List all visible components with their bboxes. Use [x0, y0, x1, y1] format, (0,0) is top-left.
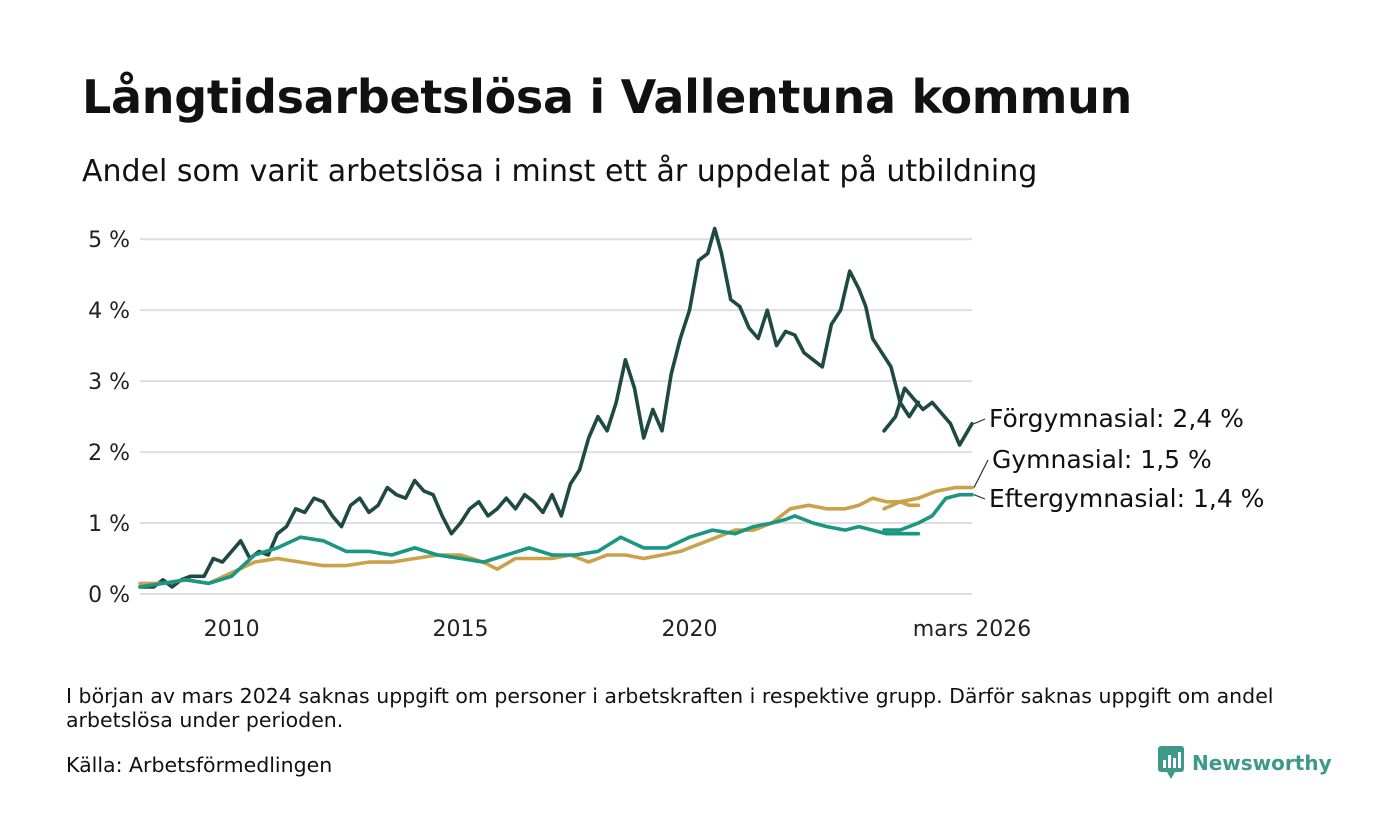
y-tick-label: 0 %: [88, 583, 130, 608]
series-lines: [138, 226, 974, 589]
end-label-connector: [973, 494, 986, 500]
footnote: I början av mars 2024 saknas uppgift om …: [66, 684, 1274, 732]
x-tick-label: 2015: [433, 617, 489, 642]
source-note: Källa: Arbetsförmedlingen: [66, 753, 333, 777]
end-labels: Förgymnasial: 2,4 % Gymnasial: 1,5 % Efter…: [973, 404, 1264, 513]
x-tick-label: 2020: [661, 617, 717, 642]
y-tick-label: 4 %: [88, 299, 130, 324]
series-line-gymnasial-after-gap: [882, 485, 974, 511]
chart-subtitle: Andel som varit arbetslösa i minst ett å…: [82, 154, 1038, 189]
end-label-connector: [973, 418, 986, 425]
x-axis-ticks: 2010 2015 2020 mars 2026: [204, 617, 1032, 642]
newsworthy-logo-icon: [1158, 746, 1184, 779]
end-label-förgymnasial: Förgymnasial: 2,4 %: [989, 404, 1244, 433]
series-line-förgymnasial-after-gap: [882, 386, 974, 447]
chart-title: Långtidsarbetslösa i Vallentuna kommun: [82, 70, 1132, 124]
y-tick-label: 3 %: [88, 370, 130, 395]
y-axis-ticks: 0 % 1 % 2 % 3 % 4 % 5 %: [88, 228, 130, 608]
brand-name: Newsworthy: [1192, 751, 1332, 775]
y-tick-label: 5 %: [88, 228, 130, 253]
series-line-eftergymnasial-before-gap: [138, 514, 921, 589]
gridlines: [140, 238, 972, 595]
end-label-connector: [973, 459, 989, 488]
newsworthy-brand[interactable]: Newsworthy: [1158, 746, 1332, 780]
series-line-eftergymnasial-after-gap: [882, 492, 974, 532]
end-label-gymnasial: Gymnasial: 1,5 %: [992, 445, 1212, 474]
x-tick-label: 2010: [204, 617, 260, 642]
end-label-eftergymnasial: Eftergymnasial: 1,4 %: [989, 484, 1264, 513]
series-line-förgymnasial-before-gap: [138, 226, 921, 589]
line-chart: 0 % 1 % 2 % 3 % 4 % 5 % 2010 2015 2020 mars 2026…: [88, 226, 1264, 642]
x-tick-label: mars 2026: [913, 617, 1031, 642]
y-tick-label: 2 %: [88, 441, 130, 466]
series-line-gymnasial-before-gap: [138, 496, 921, 586]
y-tick-label: 1 %: [88, 512, 130, 537]
